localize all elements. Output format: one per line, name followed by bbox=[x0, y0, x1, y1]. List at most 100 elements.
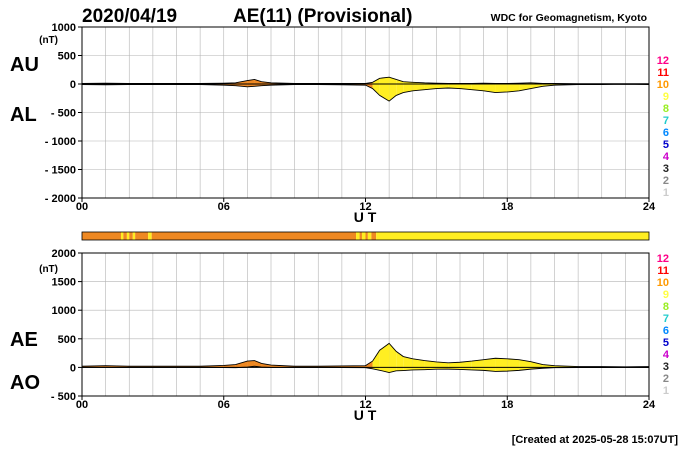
ae-label: AE bbox=[10, 329, 38, 351]
station-count-legend-item: 9 bbox=[663, 91, 669, 103]
station-count-legend-item: 5 bbox=[663, 139, 669, 151]
station-count-legend-item: 8 bbox=[663, 301, 669, 313]
series-line-1 bbox=[82, 365, 650, 374]
station-bar-segment bbox=[129, 232, 133, 240]
station-bar-segment bbox=[356, 232, 360, 240]
area-fill-segment bbox=[495, 84, 508, 93]
area-fill-segment bbox=[235, 361, 248, 368]
station-count-legend-item: 3 bbox=[663, 361, 669, 373]
station-count-legend-item: 8 bbox=[663, 103, 669, 115]
area-fill-segment bbox=[403, 84, 413, 93]
station-count-legend-item: 6 bbox=[663, 325, 669, 337]
y-tick-label: 1500 bbox=[52, 277, 76, 289]
area-fill-segment bbox=[396, 79, 404, 84]
area-fill-segment bbox=[483, 84, 496, 93]
area-fill-segment bbox=[412, 358, 425, 368]
y-tick-label: 2000 bbox=[52, 248, 76, 260]
x-tick-label: 06 bbox=[218, 399, 230, 411]
created-timestamp: [Created at 2025-05-28 15:07UT] bbox=[512, 434, 679, 446]
au-al-grid bbox=[81, 26, 650, 199]
station-count-legend-item: 6 bbox=[663, 127, 669, 139]
station-bar-segment bbox=[123, 232, 127, 240]
series-line-1 bbox=[81, 83, 650, 102]
area-fill-segment bbox=[412, 84, 425, 91]
series-line-0 bbox=[81, 76, 649, 85]
station-count-bar bbox=[82, 232, 649, 240]
ae-ao-x-ticks: 00 06 12 18 24 bbox=[76, 396, 656, 411]
area-fill-segment bbox=[507, 358, 520, 368]
al-label: AL bbox=[10, 104, 37, 126]
area-fill-segment bbox=[460, 361, 472, 368]
area-fill-segment bbox=[261, 363, 271, 368]
area-fill-segment bbox=[396, 84, 404, 96]
station-count-legend-item: 7 bbox=[663, 115, 669, 127]
area-fill-segment bbox=[379, 343, 390, 368]
area-fill-segment bbox=[436, 361, 449, 368]
area-fill-segment bbox=[403, 356, 413, 368]
au-al-y-unit: (nT) bbox=[39, 35, 58, 46]
station-bar-segment bbox=[126, 232, 130, 240]
ae-ao-y-ticks: 2000 1500 1000 500 0 - 500 bbox=[51, 248, 82, 403]
area-fill-segment bbox=[379, 367, 390, 373]
station-count-legend-item: 1 bbox=[663, 385, 669, 397]
station-count-legend-item: 4 bbox=[663, 349, 670, 361]
y-tick-label: - 1500 bbox=[45, 165, 76, 177]
station-bar-segment bbox=[135, 232, 149, 240]
station-count-legend-item: 2 bbox=[663, 373, 669, 385]
station-bar-segment bbox=[365, 232, 368, 240]
area-fill-segment bbox=[495, 358, 508, 368]
y-tick-label: 1000 bbox=[52, 22, 76, 34]
area-fill-segment bbox=[448, 362, 460, 368]
station-bar-segment bbox=[151, 232, 357, 240]
area-fill-segment bbox=[483, 358, 496, 368]
y-tick-label: 500 bbox=[58, 334, 76, 346]
y-tick-label: - 500 bbox=[51, 391, 76, 403]
station-bar-segment bbox=[361, 232, 366, 240]
y-tick-label: 500 bbox=[58, 51, 76, 63]
area-fill-segment bbox=[372, 350, 380, 368]
y-tick-label: 0 bbox=[70, 362, 76, 374]
ae-ao-x-unit: U T bbox=[354, 407, 377, 423]
area-fill-segment bbox=[495, 367, 508, 372]
station-bar-segment bbox=[120, 232, 124, 240]
area-fill-segment bbox=[436, 84, 449, 89]
station-count-legend-item: 10 bbox=[657, 277, 669, 289]
station-count-legend-item: 4 bbox=[663, 151, 670, 163]
au-al-x-ticks: 00 06 12 18 24 bbox=[76, 198, 656, 213]
area-fill-segment bbox=[396, 367, 404, 371]
ae-ao-lines bbox=[81, 342, 650, 374]
station-count-legend-item: 3 bbox=[663, 163, 669, 175]
area-fill-segment bbox=[424, 360, 437, 368]
area-fill-segment bbox=[530, 361, 543, 368]
x-tick-label: 18 bbox=[501, 201, 513, 213]
area-fill-segment bbox=[424, 84, 437, 90]
station-count-bar-frame bbox=[81, 231, 650, 241]
area-fill-segment bbox=[471, 359, 484, 368]
station-count-legend-item: 11 bbox=[657, 265, 669, 277]
station-count-legend-item: 10 bbox=[657, 79, 669, 91]
x-tick-label: 24 bbox=[643, 201, 656, 213]
ao-label: AO bbox=[10, 372, 40, 394]
source-label: WDC for Geomagnetism, Kyoto bbox=[491, 12, 647, 24]
x-tick-label: 06 bbox=[218, 201, 230, 213]
station-bar-segment bbox=[82, 232, 121, 240]
chart-title: AE(11) (Provisional) bbox=[233, 6, 413, 27]
station-count-legend-item: 12 bbox=[657, 253, 669, 265]
station-count-legend-item: 1 bbox=[663, 187, 669, 199]
area-fill-segment bbox=[507, 84, 520, 92]
station-bar-segment bbox=[148, 232, 152, 240]
x-tick-label: 00 bbox=[76, 201, 88, 213]
station-count-legend-item: 11 bbox=[657, 67, 669, 79]
au-label: AU bbox=[10, 54, 39, 76]
station-bar-segment bbox=[376, 232, 649, 240]
x-tick-label: 12 bbox=[359, 399, 371, 411]
au-al-y-ticks: 1000 500 0 - 500 - 1000 - 1500 - 2000 bbox=[45, 22, 82, 205]
ae-ao-y-unit: (nT) bbox=[39, 264, 58, 275]
area-fill-segment bbox=[247, 360, 255, 368]
station-count-legend-item: 2 bbox=[663, 175, 669, 187]
station-count-legend-item: 5 bbox=[663, 337, 669, 349]
